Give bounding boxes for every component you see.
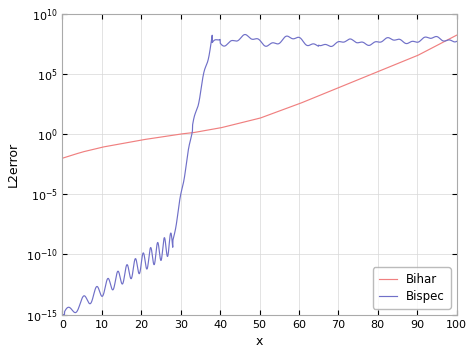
Bispec: [228, 39, 234, 43]
Line: Bihar: Bihar: [63, 35, 456, 158]
Bihar: [346, 81, 352, 86]
Bispec: [60, 312, 66, 317]
Bihar: [422, 50, 428, 54]
Bispec: [422, 35, 428, 39]
Bihar: [454, 33, 459, 37]
Bispec: [454, 39, 459, 44]
Bispec: [442, 39, 447, 43]
Bispec: [346, 37, 352, 41]
Bispec: [242, 32, 248, 37]
Bispec: [226, 41, 231, 45]
Bispec: [247, 36, 253, 40]
Bihar: [226, 124, 231, 128]
Bihar: [228, 123, 234, 127]
X-axis label: x: x: [256, 335, 263, 348]
Line: Bispec: Bispec: [63, 34, 456, 315]
Bihar: [442, 39, 447, 44]
Bihar: [60, 156, 66, 160]
Legend: Bihar, Bispec: Bihar, Bispec: [373, 267, 451, 309]
Y-axis label: L2error: L2error: [7, 142, 20, 187]
Bihar: [247, 119, 253, 123]
